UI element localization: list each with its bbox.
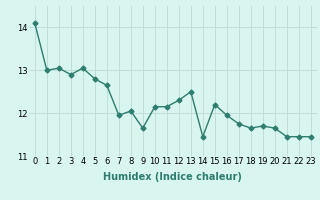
X-axis label: Humidex (Indice chaleur): Humidex (Indice chaleur) — [103, 172, 242, 182]
